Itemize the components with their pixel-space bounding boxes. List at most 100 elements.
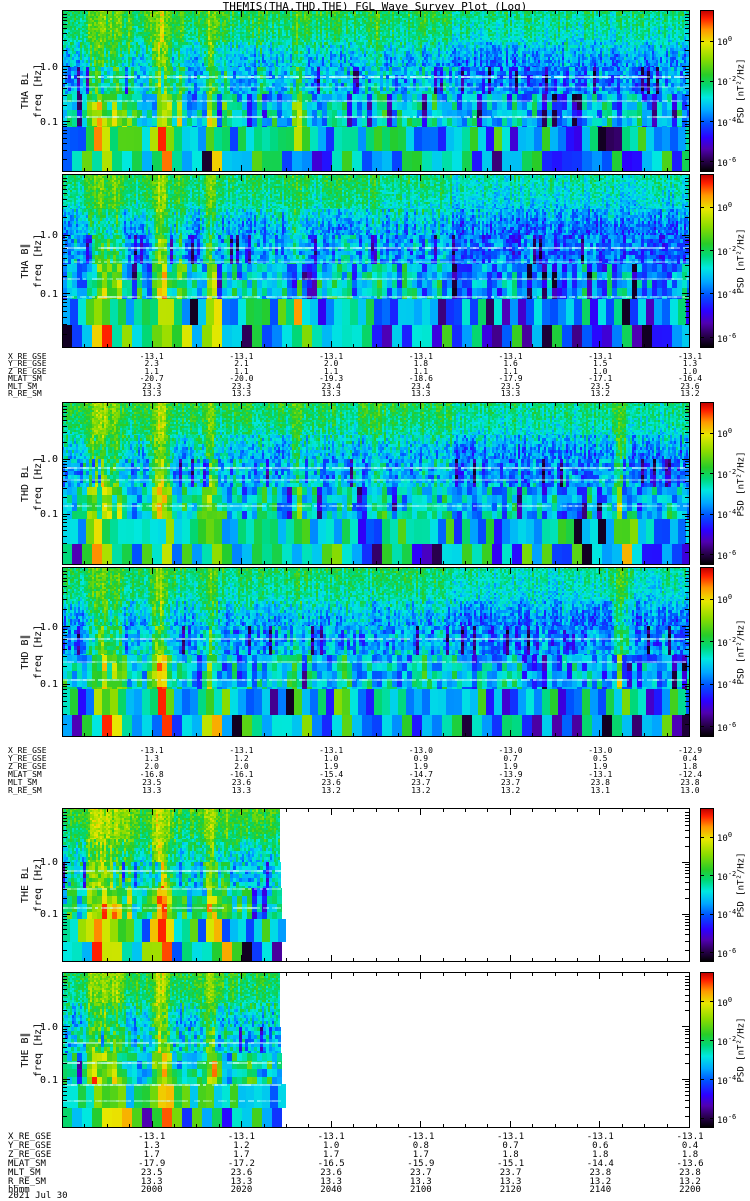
colorbar-tick-base: 10 (717, 511, 728, 522)
colorbar-tick-exponent: -4 (727, 908, 737, 917)
colorbar-tick-exponent: -6 (727, 1112, 737, 1121)
colorbar-tick-label: 10-2 (717, 636, 736, 649)
ephemeris-value: 23.4 (321, 381, 341, 391)
ephemeris-value: 13.3 (230, 1176, 253, 1187)
ephemeris-value: 23.3 (231, 381, 252, 391)
colorbar-tick-base: 10 (717, 470, 728, 481)
ephemeris-value: 13.2 (680, 389, 700, 398)
ephemeris-value: 1.1 (503, 366, 518, 376)
freq-tick-label: 1.0 (39, 856, 58, 868)
ephemeris-row-label: Y_RE_GSE (8, 753, 47, 763)
colorbar-tick-exponent: -2 (727, 635, 737, 644)
plot-title: THEMIS(THA,THD,THE) FGL Wave Survey Plot… (222, 0, 528, 13)
ephemeris-row-label: R_RE_SM (8, 389, 42, 398)
colorbar-tick-base: 10 (717, 37, 728, 48)
colorbar-tick-base: 10 (717, 247, 728, 258)
colorbar-tick-base: 10 (717, 78, 728, 89)
ephemeris-value: -13.1 (229, 746, 254, 755)
ephemeris-value: 1.3 (143, 1140, 160, 1151)
ephemeris-value: 23.7 (499, 1167, 522, 1178)
ephemeris-value: 13.3 (411, 389, 431, 398)
ephemeris-value: -17.9 (138, 1158, 166, 1169)
colorbar-tick-base: 10 (717, 334, 728, 345)
colorbar-tick-exponent: -6 (727, 331, 737, 340)
ephemeris-row-label: X_RE_GSE (8, 746, 47, 755)
ephemeris-row-label: MLAT_SM (8, 769, 42, 779)
colorbar-tick-label: 10-4 (717, 116, 736, 129)
ephemeris-row-label: Y_RE_GSE (8, 1140, 52, 1151)
ephemeris-value: 2000 (140, 1185, 163, 1196)
freq-tick-label: 0.1 (39, 909, 58, 921)
ephemeris-value: 13.0 (680, 785, 700, 795)
spectrogram-the-bperp (62, 808, 690, 962)
ephemeris-value: -13.1 (408, 352, 433, 361)
ephemeris-value: 1.0 (323, 1140, 340, 1151)
ephemeris-value: 1.5 (593, 359, 608, 369)
ephemeris-row-label: R_RE_SM (8, 1176, 46, 1187)
ephemeris-row-label: Z_RE_GSE (8, 366, 47, 376)
ephemeris-row-label: MLAT_SM (8, 1158, 46, 1169)
colorbar-tick-exponent: 0 (727, 593, 733, 602)
ephemeris-value: 13.3 (321, 389, 341, 398)
colorbar-tick-base: 10 (717, 872, 728, 883)
ephemeris-value: 1.7 (233, 1149, 250, 1160)
colorbar-tick-label: 100 (717, 996, 732, 1009)
colorbar-tick-base: 10 (717, 118, 728, 129)
colorbar-tick-label: 10-4 (717, 908, 736, 921)
colorbar-tick-base: 10 (717, 911, 728, 922)
colorbar-tick-exponent: 0 (727, 995, 733, 1004)
ephemeris-value: 23.6 (230, 1167, 253, 1178)
colorbar-tick-base: 10 (717, 681, 728, 692)
colorbar-tick-label: 100 (717, 35, 732, 48)
ephemeris-value: -14.7 (408, 769, 433, 779)
ephemeris-value: -15.4 (319, 769, 344, 779)
colorbar-tick-exponent: -6 (727, 946, 737, 955)
time-axis-date: 2021 Jul 30 (8, 1191, 68, 1201)
ephemeris-value: 0.5 (593, 753, 608, 763)
ephemeris-value: 13.3 (410, 1176, 432, 1187)
ephemeris-value: 0.4 (681, 1140, 699, 1151)
ephemeris-row-label: X_RE_GSE (8, 352, 47, 361)
ephemeris-value: 1.8 (592, 1149, 609, 1160)
colorbar-tick-exponent: -6 (727, 549, 737, 558)
freq-tick-label: 0.1 (39, 116, 58, 128)
colorbar-the-bpar (700, 972, 714, 1128)
ephemeris-value: 2.0 (234, 761, 249, 771)
colorbar-tick-base: 10 (717, 204, 728, 215)
colorbar-tick-base: 10 (717, 638, 728, 649)
colorbar-tick-label: 10-6 (717, 156, 736, 169)
colorbar-tick-base: 10 (717, 159, 728, 170)
ephemeris-value: 0.8 (412, 1140, 429, 1151)
ephemeris-value: 23.8 (590, 777, 610, 787)
ephemeris-value: 2.1 (234, 359, 249, 369)
colorbar-tick-base: 10 (717, 998, 728, 1009)
colorbar-tick-exponent: 0 (727, 201, 733, 210)
ephemeris-value: 1.9 (593, 761, 608, 771)
colorbar-tick-exponent: -2 (727, 244, 737, 253)
ephemeris-value: 1.1 (323, 366, 339, 376)
spectrogram-thd-bperp (62, 402, 690, 565)
panel-name-label: THD B∥ (20, 634, 31, 670)
ephemeris-value: -17.9 (498, 374, 523, 384)
colorbar-tick-exponent: -2 (727, 1034, 737, 1043)
freq-axis-label: freq [Hz] (33, 624, 44, 680)
ephemeris-value: 1.1 (234, 366, 249, 376)
colorbar-thd-bpar (700, 567, 714, 737)
colorbar-tick-label: 10-2 (717, 1035, 736, 1048)
ephemeris-value: -13.1 (676, 1132, 704, 1142)
ephemeris-value: -13.1 (407, 1132, 435, 1142)
panel-axis-label-thd-bpar: THD B∥ freq [Hz] (19, 625, 45, 679)
ephemeris-row-label: Z_RE_GSE (8, 1149, 52, 1160)
ephemeris-value: 2140 (589, 1185, 612, 1196)
colorbar-tick-exponent: -2 (727, 869, 737, 878)
ephemeris-value: 23.8 (680, 777, 700, 787)
panel-name-label: THE B⊥ (20, 866, 31, 904)
colorbar-tick-label: 10-6 (717, 549, 736, 562)
freq-tick-label: 0.1 (39, 1074, 58, 1086)
ephemeris-value: 2200 (679, 1185, 701, 1196)
colorbar-tick-label: 10-2 (717, 870, 736, 883)
freq-tick-label: 1.0 (39, 61, 58, 73)
ephemeris-value: -13.1 (229, 352, 254, 361)
panel-name-label: THA B∥ (20, 243, 31, 279)
